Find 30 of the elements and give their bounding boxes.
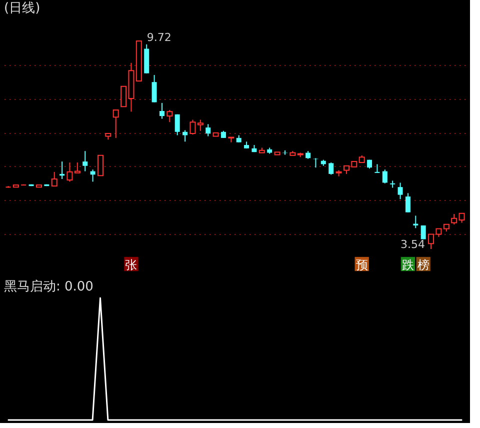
candlestick [82,150,88,172]
candlestick [458,212,465,224]
candlestick [74,162,80,174]
text: 榜 [417,258,430,272]
candlestick [451,213,458,225]
annotation: 9.72 [146,31,172,44]
candlestick [328,162,334,176]
text: 预 [356,258,368,272]
candlestick [197,119,204,132]
candlestick [182,130,188,142]
candlestick [66,162,73,182]
annotation: 3.54 [400,238,426,251]
candlestick [112,109,119,138]
candlestick [90,169,96,182]
candlestick [374,164,380,174]
candlestick [206,124,211,137]
candlestick [382,169,388,184]
candlestick [398,182,403,200]
candlestick [159,102,164,120]
candlestick [405,192,410,213]
candlestick [97,154,104,176]
chart-title: (日线) [4,1,40,16]
candlestick [190,119,196,136]
candlestick [174,114,180,136]
chart-title: 黑马启动: 0.00 [4,278,94,294]
text: 跌 [402,258,414,272]
candlestick [152,74,157,103]
text: 张 [125,258,138,272]
candlestick [166,109,173,123]
candlestick [51,171,58,187]
